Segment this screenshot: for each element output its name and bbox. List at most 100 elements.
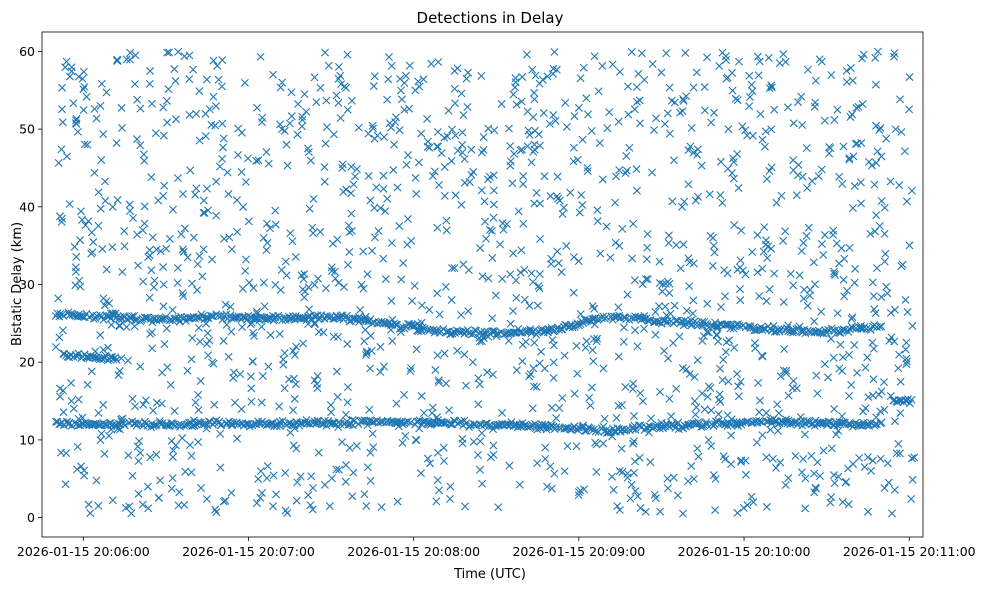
data-point bbox=[92, 114, 101, 123]
data-point bbox=[666, 309, 675, 318]
data-point bbox=[257, 398, 266, 407]
data-point bbox=[755, 408, 764, 417]
data-point bbox=[305, 204, 314, 213]
data-point bbox=[420, 408, 429, 417]
data-point bbox=[349, 180, 358, 189]
data-point bbox=[314, 448, 323, 457]
data-point bbox=[138, 500, 147, 509]
data-point bbox=[533, 459, 542, 468]
data-point bbox=[518, 357, 527, 366]
data-point bbox=[829, 353, 838, 362]
data-point bbox=[431, 366, 440, 375]
data-point bbox=[156, 247, 165, 256]
data-point bbox=[476, 244, 485, 253]
data-point bbox=[347, 209, 356, 218]
data-point bbox=[113, 55, 122, 64]
data-point bbox=[451, 131, 460, 140]
data-point bbox=[171, 76, 180, 85]
track-point bbox=[209, 420, 217, 429]
data-point bbox=[733, 265, 742, 274]
data-point bbox=[895, 449, 904, 458]
data-point bbox=[417, 469, 426, 478]
data-point bbox=[156, 476, 165, 485]
data-point bbox=[777, 191, 786, 200]
data-point bbox=[417, 129, 426, 138]
data-point bbox=[759, 247, 768, 256]
data-point bbox=[379, 184, 388, 193]
data-point bbox=[168, 205, 177, 214]
data-point bbox=[736, 457, 745, 466]
data-point bbox=[76, 282, 85, 291]
track-point bbox=[674, 418, 683, 427]
data-point bbox=[440, 191, 449, 200]
data-point bbox=[195, 87, 204, 96]
data-point bbox=[838, 498, 847, 507]
data-point bbox=[883, 459, 892, 468]
data-point bbox=[362, 347, 371, 356]
data-point bbox=[583, 110, 592, 119]
track-point bbox=[76, 312, 85, 321]
data-point bbox=[379, 254, 388, 263]
data-point bbox=[133, 230, 142, 239]
data-point bbox=[474, 374, 483, 383]
data-point bbox=[432, 497, 441, 506]
data-point bbox=[562, 241, 571, 250]
data-point bbox=[622, 151, 631, 160]
data-point bbox=[233, 227, 242, 236]
track-point bbox=[242, 315, 251, 324]
data-point bbox=[164, 85, 173, 94]
data-point bbox=[736, 256, 745, 265]
data-point bbox=[530, 95, 539, 104]
data-point bbox=[780, 345, 789, 354]
data-point bbox=[285, 119, 294, 128]
data-point bbox=[861, 363, 870, 372]
data-point bbox=[762, 297, 771, 306]
data-point bbox=[882, 134, 891, 143]
data-point bbox=[745, 71, 754, 80]
data-point bbox=[80, 140, 89, 149]
track-point bbox=[829, 326, 838, 335]
data-point bbox=[366, 196, 375, 205]
data-point bbox=[141, 396, 150, 405]
data-point bbox=[219, 143, 228, 152]
data-point bbox=[727, 460, 735, 469]
data-point bbox=[170, 406, 179, 415]
track-point bbox=[610, 427, 619, 436]
data-point bbox=[428, 403, 437, 412]
data-point bbox=[256, 467, 265, 476]
data-point bbox=[136, 362, 145, 371]
data-point bbox=[289, 347, 298, 356]
data-point bbox=[428, 172, 437, 181]
data-point bbox=[403, 214, 412, 223]
data-point bbox=[902, 197, 911, 206]
data-point bbox=[522, 50, 531, 59]
track-point bbox=[744, 321, 753, 330]
data-point bbox=[277, 125, 286, 134]
data-point bbox=[365, 405, 374, 414]
data-point bbox=[347, 226, 356, 235]
data-point bbox=[434, 181, 443, 189]
data-point bbox=[457, 200, 466, 209]
data-point bbox=[197, 483, 205, 492]
data-point bbox=[360, 337, 369, 346]
data-point bbox=[320, 163, 329, 172]
data-point bbox=[345, 247, 354, 256]
data-point bbox=[798, 172, 807, 181]
data-point bbox=[618, 224, 627, 233]
data-point bbox=[783, 103, 792, 112]
data-point bbox=[682, 92, 691, 101]
data-point bbox=[852, 103, 861, 112]
data-point bbox=[262, 474, 271, 483]
data-point bbox=[703, 53, 712, 62]
data-point bbox=[555, 403, 564, 412]
data-point bbox=[213, 61, 222, 70]
data-point bbox=[88, 248, 97, 257]
data-point bbox=[145, 246, 154, 255]
track-point bbox=[232, 313, 241, 322]
data-point bbox=[357, 280, 366, 289]
data-point bbox=[840, 254, 849, 263]
data-point bbox=[440, 349, 449, 358]
data-point bbox=[712, 330, 721, 339]
data-point bbox=[254, 474, 263, 483]
data-point bbox=[633, 492, 642, 501]
